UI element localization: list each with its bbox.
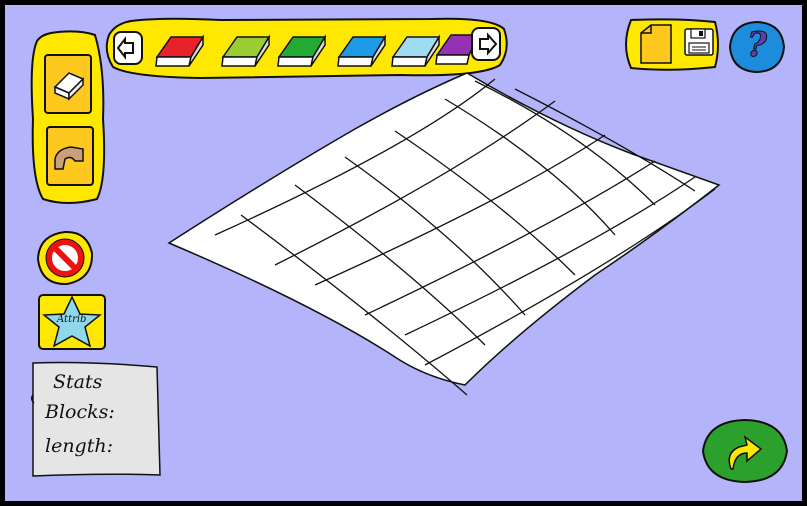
delete-button[interactable]: [35, 229, 95, 287]
palette-block-lime[interactable]: [219, 33, 273, 69]
arch-icon: [54, 146, 84, 170]
star-icon: [41, 295, 103, 348]
palette-block-purple[interactable]: [433, 31, 481, 67]
new-file-button[interactable]: [639, 23, 675, 67]
block-icon: [53, 72, 85, 101]
curved-arrow-icon: [728, 435, 763, 470]
palette-block-green[interactable]: [275, 33, 329, 69]
new-page-icon: [640, 24, 672, 64]
play-grid[interactable]: [155, 65, 735, 405]
arrow-left-icon: [113, 31, 143, 65]
no-symbol-icon: [45, 238, 85, 278]
palette-next-button[interactable]: [471, 27, 501, 61]
block-tool-button[interactable]: [43, 53, 93, 115]
floppy-disk-icon: [684, 28, 714, 56]
stats-panel: Stats Blocks: length:: [29, 359, 163, 479]
palette-block-blue[interactable]: [335, 33, 389, 69]
attrib-label: Attrib: [57, 314, 87, 325]
stats-length-label: length:: [45, 435, 113, 457]
save-button[interactable]: [683, 27, 715, 57]
go-button[interactable]: [699, 417, 791, 485]
help-button[interactable]: ?: [727, 19, 787, 75]
stats-title: Stats: [53, 371, 103, 393]
palette-prev-button[interactable]: [113, 31, 143, 65]
stats-blocks-label: Blocks:: [45, 401, 115, 423]
arrow-right-icon: [471, 27, 501, 61]
arch-tool-button[interactable]: [45, 125, 95, 187]
question-mark-icon: ?: [747, 25, 768, 66]
palette-block-red[interactable]: [153, 33, 207, 69]
attrib-button[interactable]: Attrib: [37, 293, 107, 351]
palette-block-light-blue[interactable]: [389, 33, 443, 69]
